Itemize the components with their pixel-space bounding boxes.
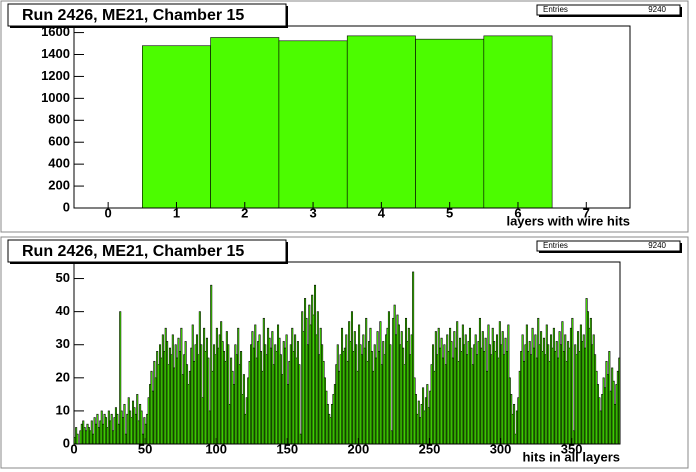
x-tick-label: 3 <box>309 205 316 220</box>
y-tick-label: 0 <box>63 435 70 450</box>
y-tick-label: 0 <box>63 199 70 214</box>
x-axis-label: hits in all layers <box>522 449 620 464</box>
chart-title: Run 2426, ME21, Chamber 15 <box>22 243 244 260</box>
histogram-bar <box>571 317 574 445</box>
histogram-bar <box>278 40 348 209</box>
y-tick-label: 30 <box>56 336 70 351</box>
x-tick-label: 200 <box>348 441 370 456</box>
y-tick-label: 10 <box>56 402 70 417</box>
x-tick-label: 2 <box>241 205 248 220</box>
plot-border <box>73 25 631 209</box>
title-box <box>7 239 287 263</box>
y-tick-label: 1200 <box>41 68 70 83</box>
y-tick-label: 400 <box>48 156 70 171</box>
histogram-bar <box>415 38 485 209</box>
stats-label: Entries <box>543 241 568 250</box>
x-tick-label: 250 <box>419 441 441 456</box>
x-tick-label: 5 <box>446 205 453 220</box>
x-axis-label: layers with wire hits <box>506 213 630 228</box>
x-tick-label: 0 <box>70 441 77 456</box>
histogram-bar <box>483 35 553 209</box>
y-tick-label: 1000 <box>41 90 70 105</box>
histogram-bar <box>346 35 416 209</box>
histogram-bar <box>298 364 301 445</box>
stats-label: Entries <box>543 5 568 14</box>
x-tick-label: 350 <box>561 441 583 456</box>
chart-title: Run 2426, ME21, Chamber 15 <box>22 7 244 24</box>
x-tick-label: 50 <box>138 441 152 456</box>
stats-box <box>536 240 681 252</box>
x-tick-label: 0 <box>105 205 112 220</box>
histogram-bar <box>210 37 280 209</box>
x-tick-label: 300 <box>490 441 512 456</box>
y-tick-label: 200 <box>48 178 70 193</box>
title-box <box>7 3 287 27</box>
stats-value: 9240 <box>648 5 666 14</box>
y-tick-label: 1400 <box>41 46 70 61</box>
x-tick-label: 4 <box>378 205 386 220</box>
y-tick-label: 40 <box>56 303 70 318</box>
x-tick-label: 100 <box>205 441 227 456</box>
x-tick-label: 6 <box>514 205 521 220</box>
histogram-bar <box>389 344 392 445</box>
y-tick-label: 20 <box>56 369 70 384</box>
x-tick-label: 150 <box>276 441 298 456</box>
stats-box <box>536 4 681 16</box>
y-tick-label: 50 <box>56 270 70 285</box>
y-tick-label: 600 <box>48 134 70 149</box>
x-tick-label: 1 <box>173 205 180 220</box>
plot-border <box>73 261 621 445</box>
y-tick-label: 800 <box>48 112 70 127</box>
histogram-bar <box>142 45 211 209</box>
stats-value: 9240 <box>648 241 666 250</box>
x-tick-label: 7 <box>583 205 590 220</box>
